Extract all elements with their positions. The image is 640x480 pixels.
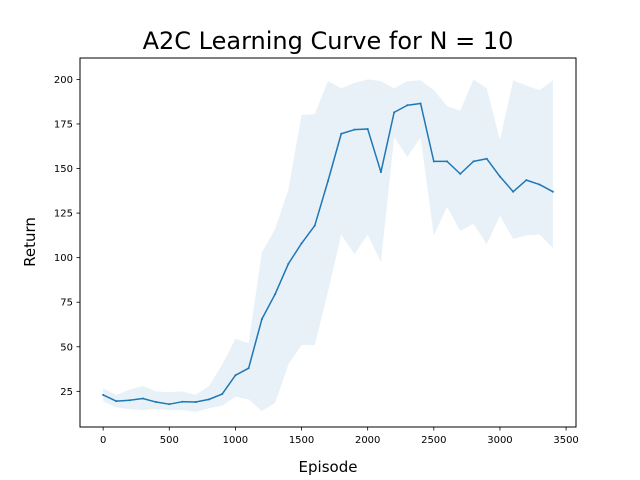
data-point — [128, 399, 131, 402]
data-point — [313, 224, 316, 227]
x-tick-label: 500 — [160, 435, 179, 446]
data-point — [327, 180, 329, 182]
plot-area — [102, 79, 554, 412]
data-point — [340, 132, 343, 135]
data-point — [366, 127, 369, 130]
data-point — [406, 104, 409, 107]
x-tick-label: 1000 — [223, 435, 248, 446]
data-point — [512, 190, 515, 193]
x-tick-label: 3000 — [487, 435, 512, 446]
data-point — [551, 190, 554, 193]
x-tick-label: 2000 — [355, 435, 380, 446]
data-point — [207, 398, 210, 401]
y-axis-label: Return — [21, 217, 39, 267]
data-point — [274, 293, 277, 296]
data-point — [168, 403, 171, 406]
data-point — [498, 175, 501, 178]
data-point — [181, 400, 184, 403]
data-point — [419, 102, 422, 105]
data-point — [485, 157, 488, 160]
data-point — [472, 160, 475, 163]
data-point — [300, 242, 303, 245]
y-tick-label: 50 — [60, 342, 73, 353]
data-point — [115, 400, 118, 403]
data-point — [287, 262, 290, 265]
data-point — [102, 393, 105, 396]
x-tick-label: 1500 — [289, 435, 314, 446]
data-point — [194, 401, 197, 404]
data-point — [141, 397, 144, 400]
y-tick-label: 150 — [54, 164, 73, 175]
plot-frame — [79, 57, 577, 428]
y-tick-label: 200 — [54, 75, 73, 86]
data-point — [459, 172, 462, 175]
data-point — [393, 111, 396, 114]
data-point — [379, 171, 382, 174]
y-tick-label: 100 — [54, 253, 73, 264]
x-axis-label: Episode — [299, 458, 358, 476]
data-point — [432, 160, 435, 163]
x-tick-label: 2500 — [421, 435, 446, 446]
chart-title: A2C Learning Curve for N = 10 — [143, 27, 514, 55]
data-point — [446, 160, 449, 163]
y-axis-ticks: 25 50 75 100 125 150 175 200 — [54, 75, 80, 398]
x-tick-label: 0 — [100, 435, 106, 446]
data-point — [221, 393, 224, 396]
data-point — [247, 367, 250, 370]
y-tick-label: 25 — [60, 387, 73, 398]
x-tick-label: 3500 — [553, 435, 578, 446]
data-point — [155, 401, 158, 404]
x-axis-ticks: 0 500 1000 1500 2000 2500 3000 3500 — [100, 427, 579, 446]
data-point — [353, 128, 356, 131]
y-tick-label: 175 — [54, 119, 73, 130]
confidence-band — [103, 79, 553, 412]
data-point — [260, 318, 263, 321]
data-point — [538, 183, 541, 186]
y-tick-label: 75 — [60, 298, 73, 309]
data-point — [234, 374, 237, 377]
data-point — [525, 179, 528, 182]
y-tick-label: 125 — [54, 209, 73, 220]
